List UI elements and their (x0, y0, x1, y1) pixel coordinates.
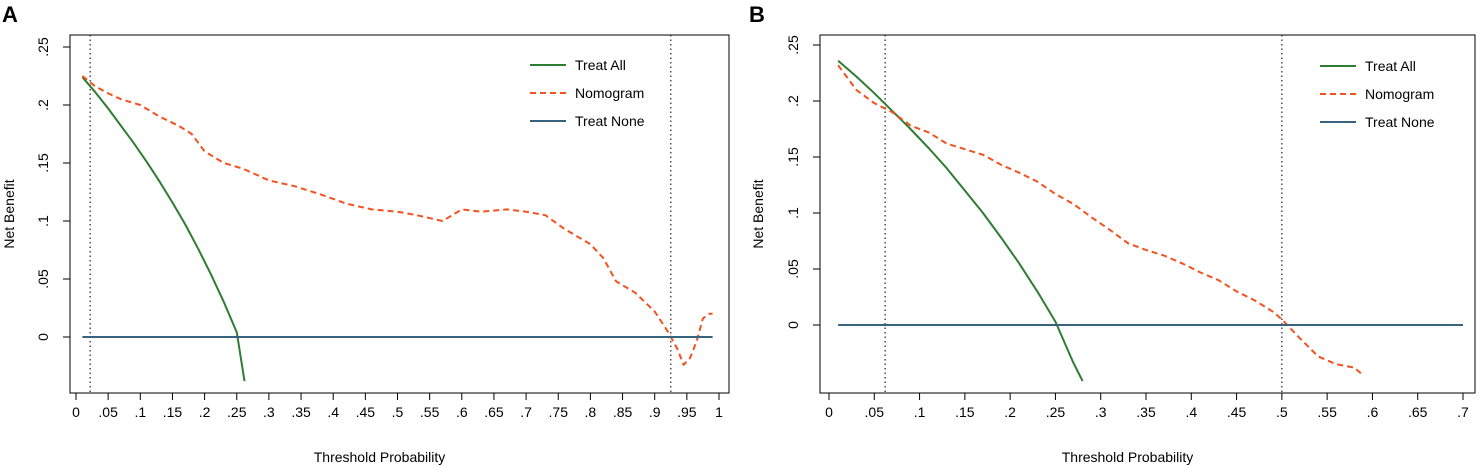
panel-a: A 0 .05 .1 .15 .2 .25 0 .05 .1 .15 .2 .25 .3 .35 .4 .45.… (1, 2, 730, 465)
x-tick-label: .1 (134, 404, 146, 420)
x-tick-label: .85 (613, 404, 633, 420)
x-tick-label: .4 (327, 404, 339, 420)
x-tick-label: .3 (1095, 404, 1107, 420)
x-tick-label: .95 (677, 404, 697, 420)
x-axis-title: Threshold Probability (314, 449, 446, 465)
y-axis-title: Net Benefit (1, 179, 17, 248)
x-tick-label: .15 (955, 404, 975, 420)
y-tick-label: .15 (35, 153, 51, 173)
x-tick-label: .75 (549, 404, 569, 420)
x-axis-title: Threshold Probability (1062, 449, 1194, 465)
y-tick-label: .2 (785, 95, 801, 107)
x-tick-label: .25 (1046, 404, 1066, 420)
panel-label: B (749, 2, 765, 27)
x-tick-label: .7 (1457, 404, 1469, 420)
legend-label: Treat All (1365, 58, 1416, 74)
legend-label: Treat All (575, 57, 626, 73)
y-tick-label: .05 (35, 269, 51, 289)
x-tick-label: .8 (585, 404, 597, 420)
plot-frame (819, 34, 1476, 394)
x-tick-label: .65 (1408, 404, 1428, 420)
x-tick-label: .05 (98, 404, 118, 420)
x-tick-label: .45 (1227, 404, 1247, 420)
x-tick-label: .65 (484, 404, 504, 420)
plot-frame (69, 34, 730, 394)
x-tick-label: 0 (72, 404, 80, 420)
legend-label: Treat None (575, 113, 645, 129)
x-tick-label: .55 (420, 404, 440, 420)
x-tick-label: .2 (199, 404, 211, 420)
y-tick-label: .15 (785, 147, 801, 167)
panel-label: A (2, 2, 18, 27)
x-tick-label: .35 (291, 404, 311, 420)
x-tick-label: .1 (914, 404, 926, 420)
legend-label: Nomogram (575, 85, 644, 101)
x-tick-label: .9 (649, 404, 661, 420)
x-tick-label: .6 (456, 404, 468, 420)
legend-label: Treat None (1365, 114, 1435, 130)
x-tick-label: .4 (1185, 404, 1197, 420)
x-tick-label: .5 (1276, 404, 1288, 420)
y-tick-label: .25 (785, 35, 801, 55)
y-tick-label: 0 (785, 321, 801, 329)
y-tick-label: .1 (785, 207, 801, 219)
y-tick-label: .25 (35, 37, 51, 57)
x-tick-label: .05 (865, 404, 885, 420)
x-tick-label: .5 (392, 404, 404, 420)
treat-all-line (81, 76, 246, 382)
nomogram-line (81, 75, 713, 366)
y-tick-label: .2 (35, 99, 51, 111)
y-axis-title: Net Benefit (750, 179, 766, 248)
x-tick-label: .45 (356, 404, 376, 420)
treat-all-line (837, 59, 1084, 382)
x-tick-label: 1 (715, 404, 723, 420)
y-tick-label: .05 (785, 259, 801, 279)
nomogram-line (837, 64, 1365, 377)
x-tick-label: .3 (263, 404, 275, 420)
y-tick-label: 0 (35, 333, 51, 341)
x-tick-label: .25 (227, 404, 247, 420)
x-tick-label: .7 (520, 404, 532, 420)
x-tick-label: .6 (1367, 404, 1379, 420)
panel-b: B 0 .05 .1 .15 .2 .25 0 .05 .1 .15 .2 .25 .3 .35 .4 .45.… (749, 2, 1476, 465)
legend-label: Nomogram (1365, 86, 1434, 102)
x-tick-label: .55 (1317, 404, 1337, 420)
y-tick-label: .1 (35, 215, 51, 227)
x-tick-label: .2 (1004, 404, 1016, 420)
x-tick-label: 0 (825, 404, 833, 420)
x-tick-label: .15 (163, 404, 183, 420)
x-tick-label: .35 (1136, 404, 1156, 420)
